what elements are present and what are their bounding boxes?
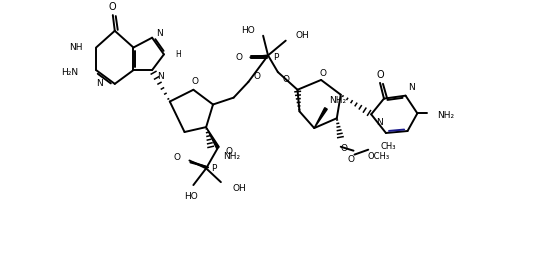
Text: P: P (273, 53, 278, 62)
Text: N: N (157, 72, 164, 81)
Text: H: H (176, 50, 181, 59)
Text: O: O (340, 144, 347, 153)
Text: OH: OH (295, 31, 309, 40)
Text: N: N (156, 29, 163, 38)
Text: O: O (320, 69, 327, 77)
Text: H₂N: H₂N (62, 68, 78, 77)
Text: HO: HO (185, 192, 198, 201)
Text: O: O (347, 155, 354, 164)
Text: CH₃: CH₃ (380, 142, 395, 151)
Text: O: O (253, 72, 260, 81)
Text: NH₂: NH₂ (223, 152, 240, 161)
Text: NH: NH (69, 43, 83, 52)
Text: O: O (226, 147, 233, 156)
Polygon shape (314, 108, 327, 128)
Text: NH₂: NH₂ (437, 111, 454, 120)
Text: O: O (173, 153, 180, 162)
Text: O: O (235, 53, 242, 62)
Text: O: O (283, 76, 290, 84)
Text: N: N (96, 79, 103, 88)
Text: NH₂: NH₂ (329, 96, 346, 105)
Text: OH: OH (233, 183, 246, 193)
Text: O: O (376, 70, 384, 80)
Text: N: N (409, 83, 415, 92)
Text: P: P (211, 164, 217, 173)
Text: O: O (192, 77, 199, 87)
Text: O: O (108, 2, 116, 12)
Text: N: N (376, 118, 383, 127)
Text: OCH₃: OCH₃ (367, 152, 389, 161)
Text: HO: HO (241, 26, 255, 35)
Polygon shape (206, 127, 219, 148)
